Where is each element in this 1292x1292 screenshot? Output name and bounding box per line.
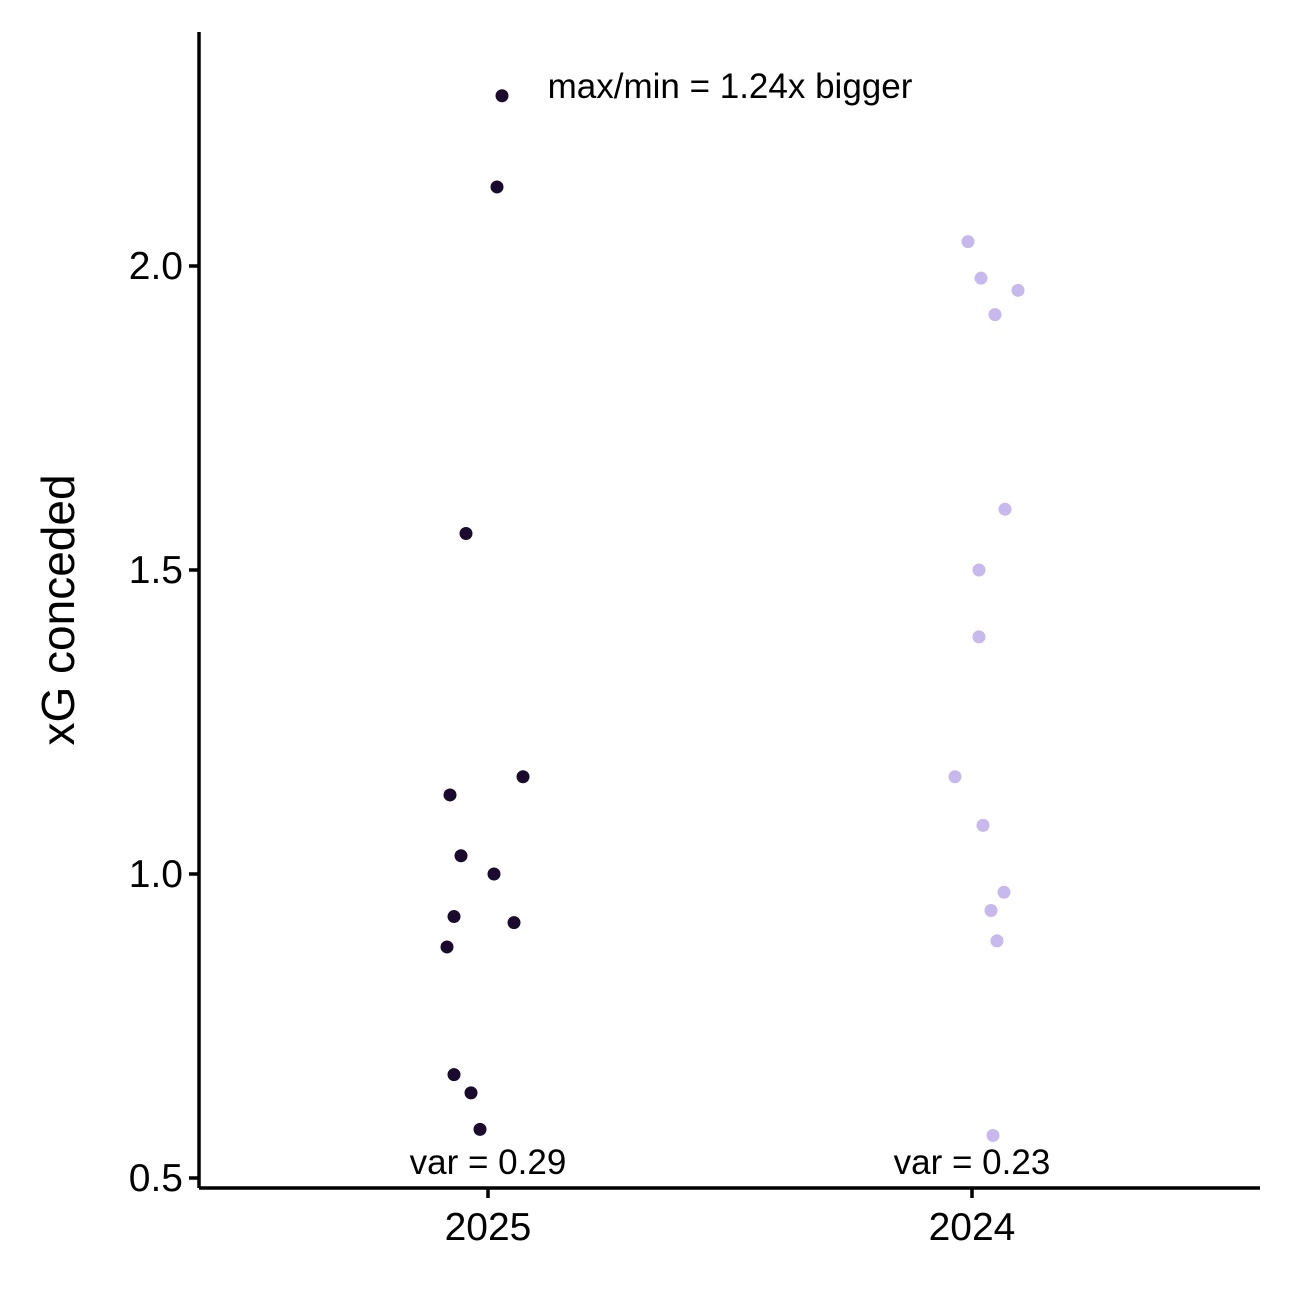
data-point-2025 [447, 910, 461, 924]
data-point-2025 [473, 1122, 487, 1136]
max-min-annotation: max/min = 1.24x bigger [548, 67, 913, 106]
data-point-2024 [976, 818, 990, 832]
data-point-2024 [998, 502, 1012, 516]
y-tick-label: 0.5 [129, 1157, 183, 1200]
data-point-2024 [972, 630, 986, 644]
data-point-2025 [443, 788, 457, 802]
x-tick-label: 2025 [445, 1206, 532, 1249]
data-point-2025 [487, 867, 501, 881]
data-point-2025 [459, 527, 473, 541]
x-axis-ticks: 2025 2024 [445, 1188, 1016, 1249]
data-point-2025 [495, 89, 509, 103]
data-point-2024 [990, 934, 1004, 948]
y-tick-label: 1.5 [129, 549, 183, 592]
variance-labels: var = 0.29 var = 0.23 [410, 1143, 1051, 1182]
y-axis-ticks: 0.5 1.0 1.5 2.0 [129, 245, 199, 1200]
data-point-2025 [490, 180, 504, 194]
y-tick-label: 1.0 [129, 853, 183, 896]
variance-label: var = 0.23 [894, 1143, 1051, 1182]
data-point-2024 [972, 563, 986, 577]
data-point-2025 [507, 916, 521, 930]
data-point-2024 [948, 770, 962, 784]
data-point-2025 [516, 770, 530, 784]
data-point-2025 [464, 1086, 478, 1100]
data-points [440, 89, 1025, 1142]
y-tick-label: 2.0 [129, 245, 183, 288]
data-point-2025 [440, 940, 454, 954]
data-point-2024 [988, 308, 1002, 322]
variance-label: var = 0.29 [410, 1143, 567, 1182]
data-point-2024 [986, 1128, 1000, 1142]
y-axis-title: xG conceded [32, 474, 84, 745]
data-point-2025 [454, 849, 468, 863]
data-point-2024 [974, 271, 988, 285]
data-point-2024 [997, 885, 1011, 899]
data-point-2024 [961, 235, 975, 249]
x-tick-label: 2024 [929, 1206, 1016, 1249]
data-point-2024 [1011, 283, 1025, 297]
data-point-2025 [447, 1068, 461, 1082]
data-point-2024 [984, 903, 998, 917]
